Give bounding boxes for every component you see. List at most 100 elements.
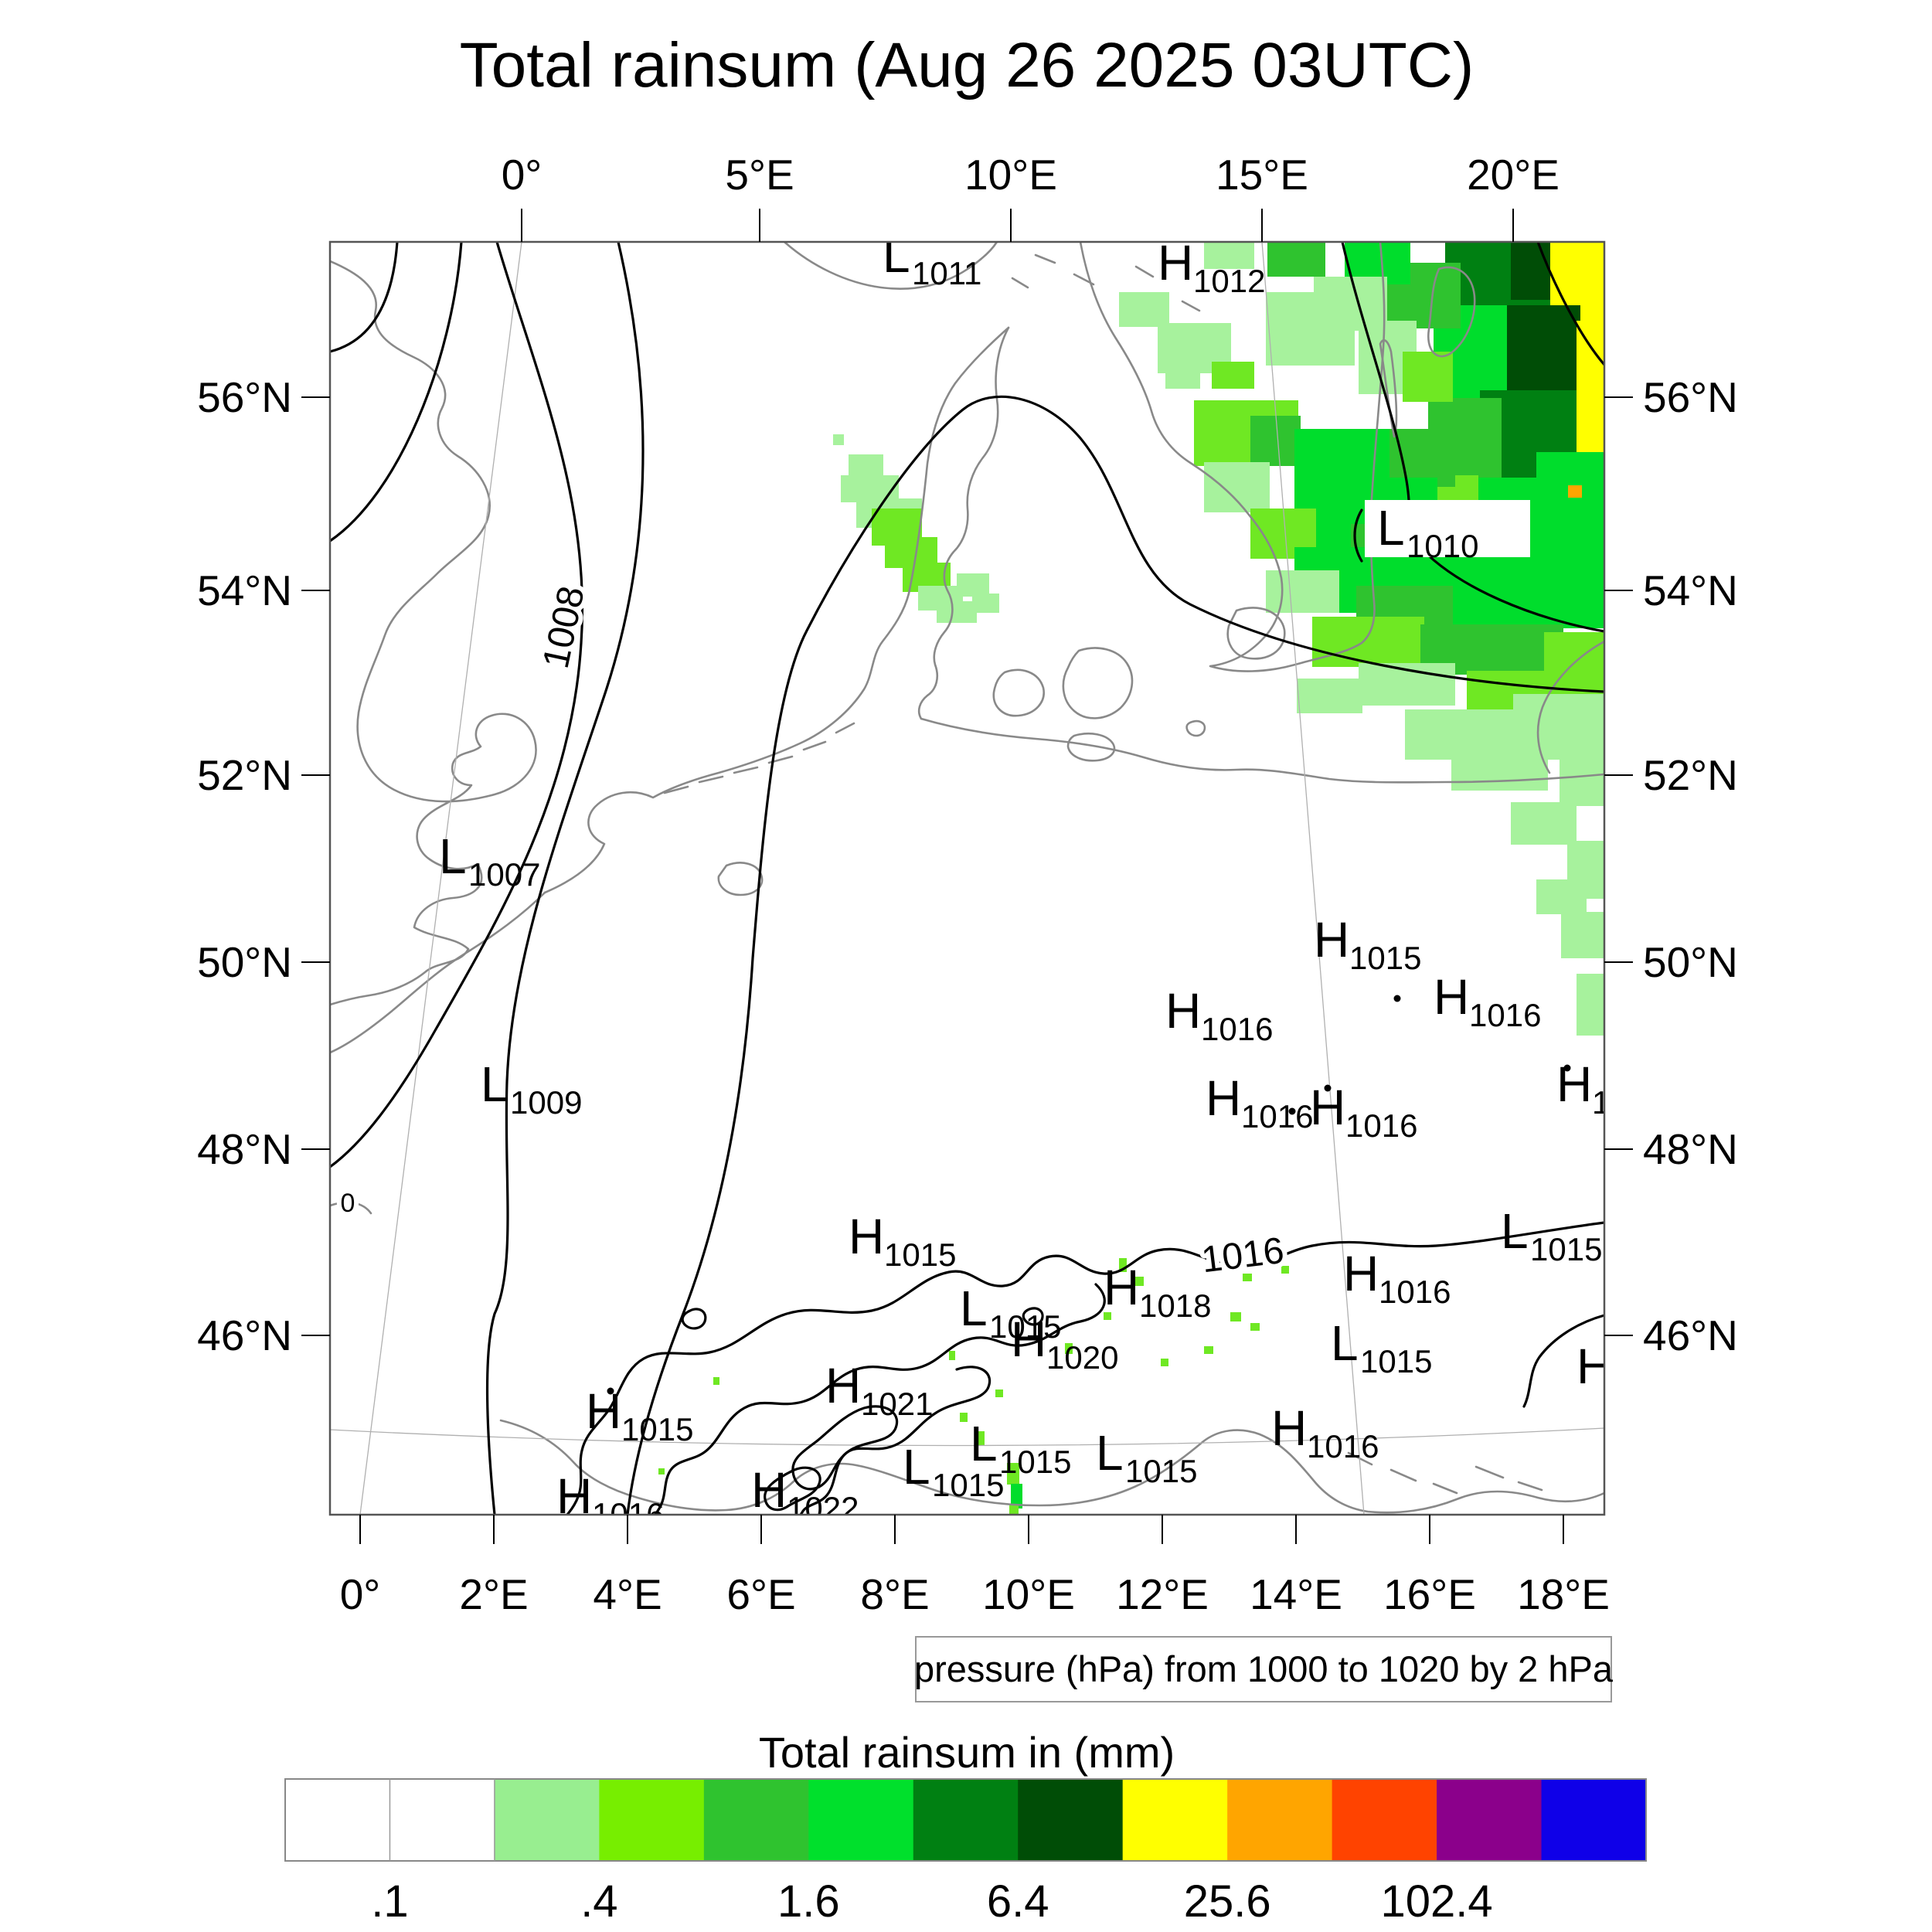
bottom-axis-tick-label: 18°E	[1517, 1570, 1610, 1618]
bottom-axis-tick-label: 2°E	[459, 1570, 528, 1618]
colorbar-outline	[284, 1778, 1647, 1862]
graticule-line	[1261, 242, 1365, 1515]
right-axis-tick-label: 48°N	[1643, 1125, 1738, 1173]
bottom-axis-tick-label: 0°	[340, 1570, 381, 1618]
rain-cell	[1250, 416, 1301, 466]
rain-cell	[1568, 485, 1582, 498]
rain-cell	[1204, 1346, 1213, 1354]
coastline-path	[1062, 647, 1134, 719]
colorbar-tick-label: .4	[580, 1876, 617, 1927]
pressure-center-value: 1011	[912, 255, 981, 291]
rain-cell	[1266, 570, 1339, 613]
pressure-center-value: 1015	[1530, 1231, 1602, 1267]
rain-cell	[949, 1351, 955, 1360]
coastline-layer	[330, 242, 1604, 1514]
rain-cell	[1104, 1312, 1111, 1320]
isobar-value-label: 1016	[1199, 1230, 1286, 1281]
colorbar-tick-label: 1.6	[777, 1876, 840, 1927]
isobar-value-label: 1008	[536, 583, 593, 672]
pressure-center-value: 1016	[1345, 1107, 1417, 1144]
rain-cell	[957, 573, 989, 597]
rain-cell	[1561, 912, 1604, 958]
pressure-center-letter: L	[970, 1416, 998, 1471]
isobar-contour	[626, 395, 1604, 1515]
pressure-center-letter: H	[1556, 1056, 1592, 1112]
rain-cell	[1065, 1343, 1073, 1354]
graticule-line	[359, 242, 522, 1515]
rain-cell	[841, 475, 899, 502]
isobar-contour	[1353, 509, 1363, 563]
pressure-center-value: 1015	[884, 1236, 956, 1273]
coastline-path	[330, 260, 537, 1006]
pressure-center-letter: H	[1011, 1311, 1046, 1367]
axis-layer: 0° 5°E 10°E 15°E 20°E 0° 2°E 4°E 6°E 8°E 10°E 12°E 1…	[197, 151, 1738, 1618]
rain-cell	[1230, 1312, 1241, 1321]
isobar-contour	[1536, 242, 1604, 366]
rain-cell	[1281, 1266, 1289, 1274]
top-axis-tick-label: 20°E	[1467, 151, 1560, 199]
top-axis-tick-label: 15°E	[1216, 151, 1308, 199]
pressure-center-letter: H	[1271, 1400, 1307, 1456]
pressure-center-letter: H	[1577, 1338, 1612, 1394]
pressure-center-letter: H	[1434, 969, 1469, 1025]
coastline-path	[1079, 242, 1386, 672]
coastline-path	[1226, 607, 1286, 660]
colorbar-tick-label: 102.4	[1380, 1876, 1492, 1927]
isobar-contour	[1022, 1307, 1044, 1326]
bottom-axis-tick-label: 6°E	[726, 1570, 795, 1618]
rain-cell	[1577, 974, 1604, 1036]
isobar-contour	[330, 242, 584, 1168]
pressure-center-letter: L	[481, 1056, 509, 1112]
pressure-center-value: 1015	[1125, 1453, 1197, 1489]
pressure-center-value: 1016	[1379, 1274, 1451, 1310]
rain-cell	[1165, 362, 1200, 389]
station-dot	[1288, 1107, 1296, 1115]
pressure-center-letter: H	[1158, 235, 1193, 291]
isobar-contour	[566, 1221, 1604, 1515]
pressure-center-letter: H	[1165, 983, 1201, 1039]
rain-cell	[849, 454, 883, 476]
bottom-axis-tick-label: 10°E	[982, 1570, 1075, 1618]
coastline-path	[1427, 266, 1476, 358]
bottom-axis-tick-label: 12°E	[1116, 1570, 1209, 1618]
top-axis-tick-label: 0°	[502, 151, 543, 199]
rain-cell	[960, 1413, 968, 1422]
pressure-center-value: 1015	[989, 1308, 1061, 1345]
top-axis-tick-label: 10°E	[964, 151, 1057, 199]
pressure-center-value: 1016	[1307, 1428, 1379, 1464]
rain-cell	[1011, 1484, 1022, 1509]
rain-cell	[1560, 756, 1604, 806]
rain-cell	[1134, 1277, 1144, 1286]
coastline-path	[992, 668, 1045, 717]
pressure-center-value: 1015	[932, 1467, 1004, 1503]
pressure-center-value: 1010	[1406, 528, 1478, 564]
bottom-axis-tick-label: 8°E	[860, 1570, 929, 1618]
colorbar-cell	[389, 1779, 495, 1861]
map-frame	[328, 240, 1606, 1516]
colorbar-cell	[1541, 1779, 1647, 1861]
rain-cell	[1119, 292, 1169, 327]
station-dot	[1393, 995, 1401, 1002]
rain-cell	[1312, 617, 1424, 667]
top-axis-tick-label: 5°E	[725, 151, 794, 199]
pressure-center-value: 1020	[1046, 1339, 1118, 1376]
isobar-contour	[764, 1466, 821, 1512]
pressure-center-value: 1021	[861, 1386, 933, 1422]
rain-cell	[1007, 1463, 1019, 1485]
pressure-caption-box: pressure (hPa) from 1000 to 1020 by 2 hP…	[914, 1636, 1614, 1702]
legend-title: Total rainsum in (mm)	[759, 1728, 1175, 1777]
pressure-caption: pressure (hPa) from 1000 to 1020 by 2 hP…	[914, 1648, 1614, 1689]
pressure-center-value: 1016	[592, 1496, 664, 1532]
pressure-center-letter: L	[1501, 1203, 1529, 1259]
coastline-path	[663, 722, 855, 794]
left-axis-tick-label: 48°N	[197, 1125, 292, 1173]
pressure-center-letter: H	[586, 1383, 621, 1439]
rain-cell	[833, 434, 844, 445]
rain-cell	[972, 594, 999, 613]
colorbar-tick-label: 25.6	[1184, 1876, 1271, 1927]
pressure-center-letter: H	[556, 1468, 592, 1524]
rain-cell	[1297, 679, 1362, 713]
colorbar-cell	[703, 1779, 809, 1861]
isobar-contour	[485, 242, 645, 1515]
